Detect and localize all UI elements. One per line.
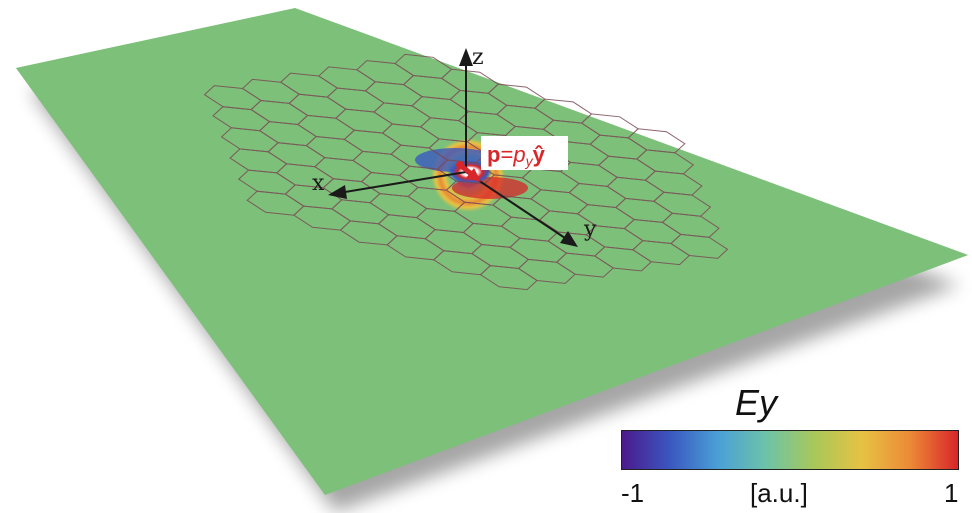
z-axis-label: z [472,45,484,70]
y-axis [465,171,566,239]
y-axis-arrowhead [560,231,578,247]
dipole-p-symbol: p [512,142,525,167]
dipole-y-hat: ŷ [533,142,546,167]
x-axis-label: x [312,171,325,196]
z-axis-arrowhead [459,48,473,66]
lattice-hexagon [246,190,305,216]
colorbar-unit-label: [a.u.] [750,478,808,508]
y-axis-label: y [583,217,597,242]
dipole-label-box [481,136,568,170]
dipole-arrow [456,161,481,182]
dipole-p-bold: p [487,142,500,167]
colorbar-max-label: 1 [944,478,959,508]
axes [328,48,578,247]
colorbar-min-label: -1 [621,478,645,508]
dipole-label: p=pyŷ [487,142,546,169]
dipole-p-subscript: y [525,153,534,169]
x-axis-arrowhead [328,185,347,199]
colorbar-title: Ey [735,382,778,423]
dipole-equals: = [500,142,513,167]
honeycomb-lattice [203,53,729,291]
colorbar [621,430,959,470]
x-axis [344,171,467,193]
